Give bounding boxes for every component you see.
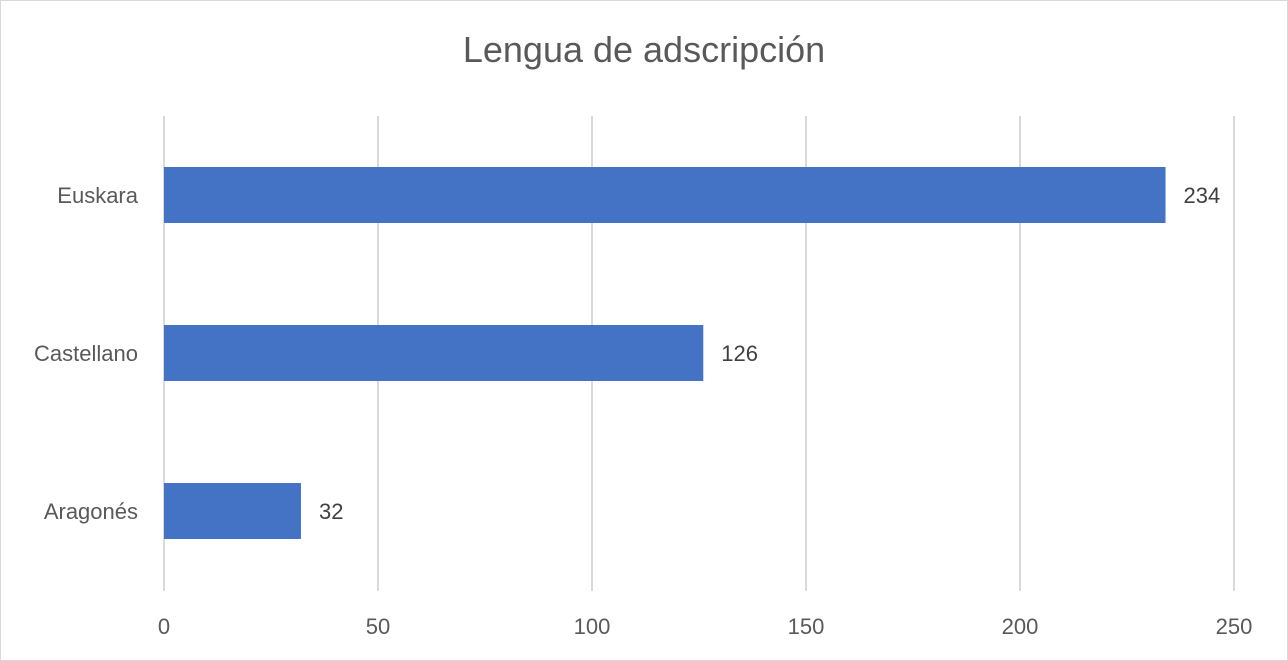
chart-title: Lengua de adscripción <box>462 29 826 70</box>
bars <box>164 167 1166 539</box>
category-label: Castellano <box>34 341 138 366</box>
x-tick-label: 250 <box>1216 614 1253 639</box>
data-label: 234 <box>1184 183 1221 208</box>
labels: 0 50 100 150 200 250 Euskara 234 Castellano 126 Ar… <box>34 183 1252 639</box>
bar <box>164 325 704 381</box>
x-tick-label: 100 <box>574 614 611 639</box>
x-tick-label: 0 <box>158 614 170 639</box>
x-tick-label: 200 <box>1002 614 1039 639</box>
bar <box>164 483 301 539</box>
category-label: Aragonés <box>44 499 138 524</box>
x-tick-label: 150 <box>788 614 825 639</box>
bar <box>164 167 1166 223</box>
x-tick-label: 50 <box>366 614 390 639</box>
data-label: 32 <box>319 499 343 524</box>
data-label: 126 <box>721 341 758 366</box>
category-label: Euskara <box>57 183 138 208</box>
